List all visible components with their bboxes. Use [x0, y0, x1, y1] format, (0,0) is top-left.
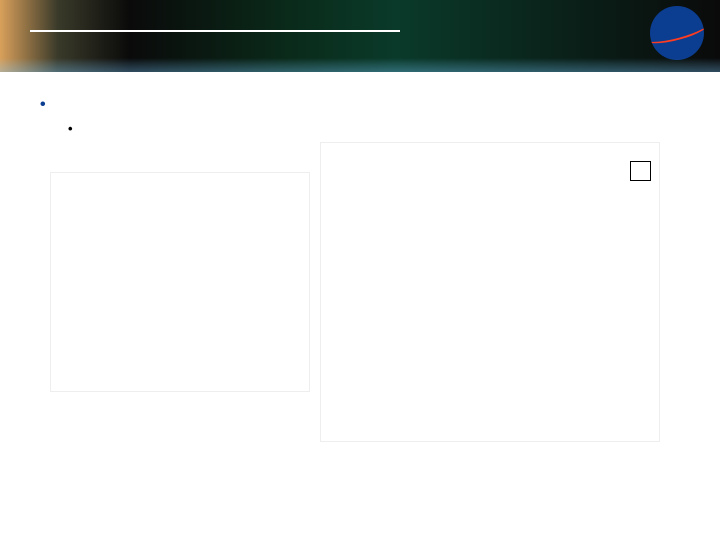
- bullet-main: [40, 96, 690, 114]
- legend-row-extrema: [635, 164, 646, 171]
- nasa-swoosh-icon: [650, 11, 704, 48]
- nasa-logo-circle: [650, 6, 704, 60]
- nasa-logo: [650, 6, 704, 60]
- contour-svg: [349, 159, 629, 419]
- legend-dot-inflections: [635, 171, 642, 178]
- title-underline: [30, 30, 400, 32]
- legend-dot-extrema: [635, 164, 642, 171]
- contour-figure: [320, 142, 660, 442]
- legend-row-inflections: [635, 171, 646, 178]
- bullet-sub: [68, 120, 690, 138]
- slide-header: [0, 0, 720, 72]
- peaks-surface-svg: [61, 191, 301, 386]
- slide-content: [0, 72, 720, 442]
- figures-row: [30, 142, 690, 442]
- peaks-figure: [50, 172, 310, 392]
- contour-legend: [630, 161, 651, 181]
